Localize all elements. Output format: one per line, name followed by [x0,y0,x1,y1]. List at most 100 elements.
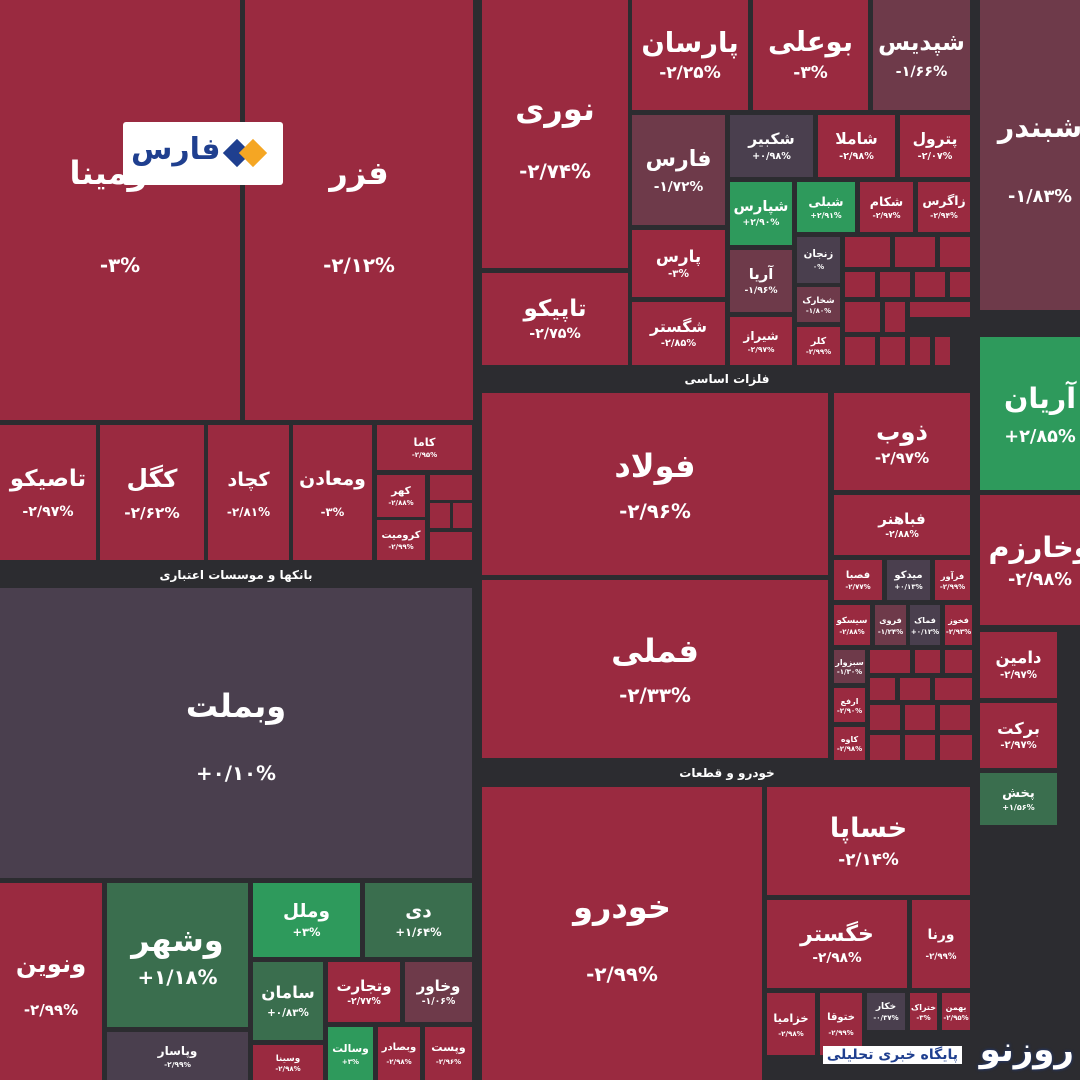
tile-name: وخارزم [988,529,1080,564]
tile: شخارک -۱/۸۰% [797,287,840,322]
tile-change: -۲/۹۵% [943,1013,969,1022]
tile: سیسکو -۲/۸۸% [834,605,870,645]
tile-change: -۲/۳۳% [619,684,691,708]
tile: وشهر +۱/۱۸% [107,883,248,1027]
tile-name: شبندر [997,110,1080,145]
tile-name: وسالت [332,1041,369,1055]
tile-empty [950,272,970,297]
tile-change: -۲/۸۵% [660,338,697,350]
tile-change: -۲/۹۹% [586,962,658,986]
tile: فارس -۱/۷۲% [632,115,725,225]
tile-empty [945,650,972,673]
tile: خگستر -۲/۹۸% [767,900,907,988]
tile-name: آریا [748,265,774,283]
tile-change: -۱/۹۶% [744,285,778,296]
tile-name: زاگرس [922,194,966,209]
tile: آریا -۱/۹۶% [730,250,792,312]
tile-change: -۲/۸۸% [885,529,919,541]
tile-name: فزر [329,154,389,192]
tile: ونوین -۲/۹۹% [0,883,102,1080]
sector-label: خودرو و قطعات [482,763,972,783]
tile: آلومینا -۳% [0,0,240,420]
tile-change: -۲/۹۹% [388,542,414,551]
tile-change: -۲/۹۷% [22,504,74,521]
tile-change: -۳% [99,254,141,278]
tile: فماک +۰/۱۲% [910,605,940,645]
tile-change: -۲/۹۸% [836,745,863,754]
tile-name: کرومیت [381,529,421,541]
tile: زنجان ۰% [797,237,840,283]
tile-change: -۲/۹۹% [939,582,966,591]
roozno-logo: روزنو پایگاه خبری تحلیلی [770,1030,1080,1080]
tile-change: -۲/۷۵% [529,325,581,342]
tile-change: -۱/۰۶% [421,996,456,1008]
tile-change: -۲/۸۸% [839,627,865,636]
tile: شپارس +۲/۹۰% [730,182,792,245]
tile: ومعادن -۳% [293,425,372,560]
tile: وسینا -۲/۹۸% [253,1045,323,1080]
tile-empty [870,678,895,700]
tile-name: کهر [391,485,411,498]
tile: زاگرس -۲/۹۴% [918,182,970,232]
tile-name: فملی [611,632,699,671]
tile-change: -۳% [667,268,690,281]
tile-name: کچاد [227,468,270,492]
tile-name: دامین [995,648,1042,668]
tile-change: -۲/۹۹% [23,1000,79,1019]
tile-empty [905,735,935,760]
tile: وخاور -۱/۰۶% [405,962,472,1022]
tile: شکبیر +۰/۹۸% [730,115,813,177]
tile-name: سبزوار [835,658,864,668]
tile-name: شکبیر [748,130,795,149]
tile-change: -۲/۹۶% [435,1057,462,1066]
tile-name: خودرو [573,887,671,926]
tile-name: زنجان [803,249,834,261]
tile-change: -۲/۹۷% [1000,740,1037,752]
tile-change: -۲/۹۰% [836,706,863,715]
tile-name: فماک [914,616,936,626]
tile-change: +۱/۵۶% [1002,802,1035,812]
tile: کلر -۲/۹۹% [797,327,840,365]
tile-empty [935,337,950,365]
tile: وبصادر -۲/۹۸% [378,1027,420,1080]
tile-name: ختوقا [827,1012,855,1024]
tile-change: -۳% [793,63,828,84]
tile-change: -۲/۹۹% [828,1029,854,1038]
roozno-tagline: پایگاه خبری تحلیلی [822,1046,962,1064]
tile-empty [845,272,875,297]
tile-change: -۲/۸۱% [226,505,271,520]
tile: وملل +۳% [253,883,360,957]
tile-change: +۰/۹۸% [752,150,791,162]
fars-logo-mark [222,138,268,168]
tile-name: ذوب [876,416,928,446]
tile-name: بهمن [945,1002,967,1012]
tile-change: +۰/۱۳% [894,582,923,591]
tile: فباهنر -۲/۸۸% [834,495,970,555]
tile-empty [905,705,935,730]
tile: پخش +۱/۵۶% [980,773,1057,825]
tile: ذوب -۲/۹۷% [834,393,970,490]
tile: آریان +۲/۸۵% [980,337,1080,490]
tile-empty [430,503,450,528]
tile-change: -۱/۶۶% [895,63,948,80]
tile-change: +۰/۱۲% [910,627,940,636]
tile: فملی -۲/۳۳% [482,580,828,758]
tile-name: شپارس [733,198,789,216]
tile: فصبا -۲/۷۷% [834,560,882,600]
tile-name: فروی [879,616,902,626]
tile: برکت -۲/۹۷% [980,703,1057,768]
tile-name: فصبا [845,569,871,581]
tile: پارس -۳% [632,230,725,297]
sector-label: فلزات اساسی [482,369,972,389]
tile-empty [935,678,972,700]
tile-empty [453,503,472,528]
tile-empty [430,532,472,560]
tile: کچاد -۲/۸۱% [208,425,289,560]
tile-name: شاملا [835,130,878,149]
tile: وبملت +۰/۱۰% [0,588,472,878]
tile-change: -۲/۹۹% [925,951,957,962]
tile-empty [940,735,972,760]
tile: فخوز -۲/۹۳% [945,605,972,645]
tile-change: -۱/۸۳% [1008,186,1072,207]
tile-name: کگل [126,464,178,494]
